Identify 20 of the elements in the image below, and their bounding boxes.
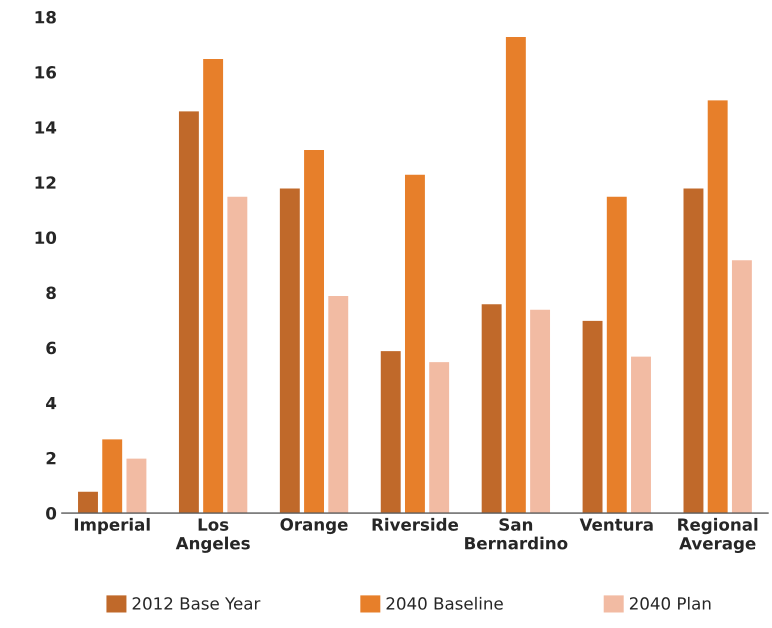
x-tick-label: Imperial [74, 518, 150, 534]
y-tick-label: 14 [36, 121, 56, 134]
x-tick-label: Ventura [580, 518, 653, 531]
legend-label: 2040 Baseline [386, 596, 503, 610]
x-tick-label: Riverside [372, 518, 458, 531]
y-tick-label: 18 [36, 10, 56, 24]
x-tick-label: Orange [280, 518, 348, 534]
y-tick-label: 6 [46, 342, 56, 354]
x-tick-label: San Bernardino [465, 518, 568, 550]
y-tick-label: 16 [36, 66, 56, 79]
y-tick-label: 8 [46, 286, 56, 300]
legend-label: 2012 Base Year [132, 597, 260, 610]
y-tick-label: 0 [46, 507, 56, 520]
x-tick-label: Los Angeles [176, 518, 250, 553]
x-tick-label: Regional Average [678, 518, 758, 553]
y-tick-label: 12 [36, 176, 56, 189]
y-tick-label: 2 [46, 452, 56, 464]
legend-label: 2040 Plan [630, 596, 710, 610]
y-tick-label: 10 [36, 231, 56, 244]
y-tick-label: 4 [46, 397, 56, 410]
